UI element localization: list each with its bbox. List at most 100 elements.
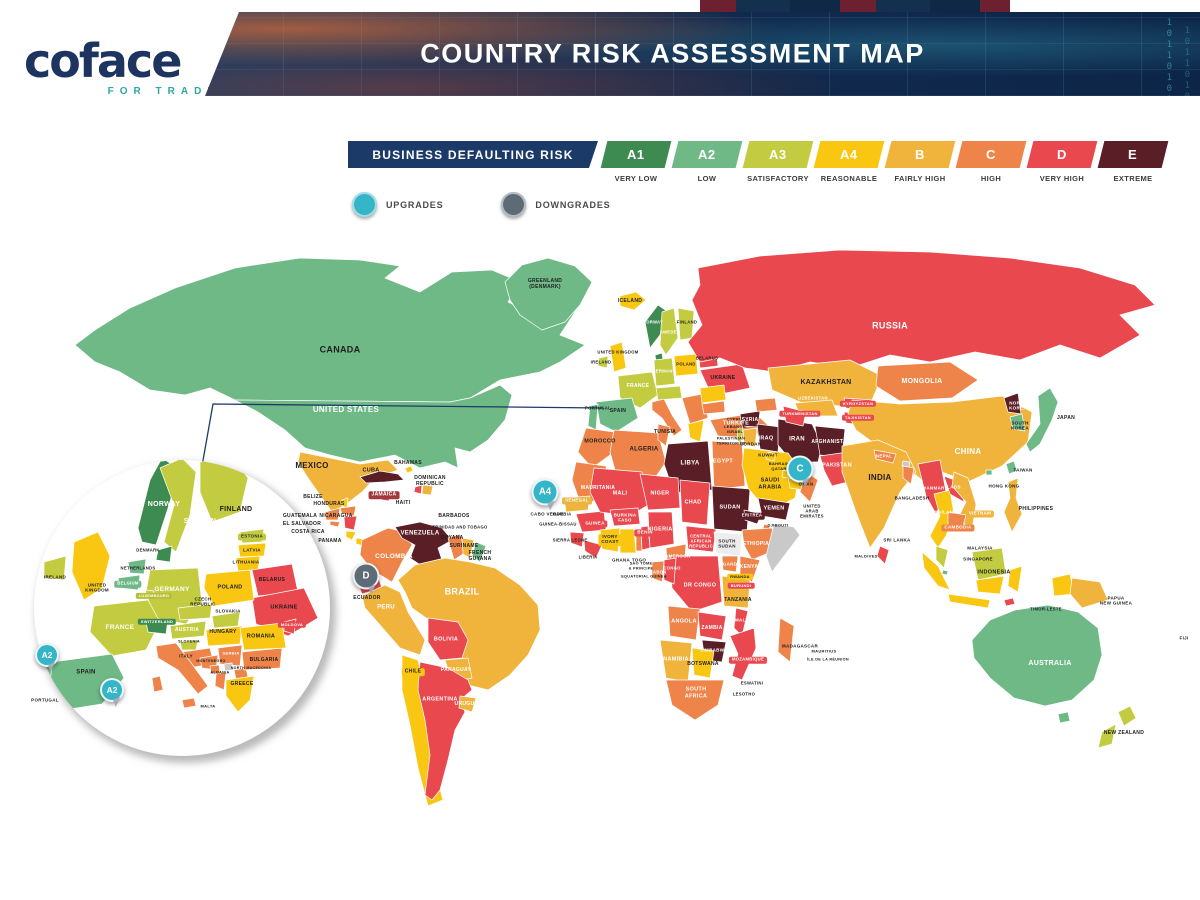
country-shape-greece xyxy=(687,419,705,443)
country-label: TRINIDAD AND TOBAGO xyxy=(432,524,488,530)
country-shape-chad xyxy=(679,479,711,526)
inset-shape-france xyxy=(89,599,161,657)
country-shape-dominican-republic xyxy=(421,484,434,496)
country-label: MOLDOVA xyxy=(277,621,307,629)
country-label: NORWAY xyxy=(147,500,181,508)
country-label: MEXICO xyxy=(295,461,329,471)
country-label: GABON xyxy=(649,569,667,575)
country-label: UZBEKISTAN xyxy=(798,395,828,401)
country-label: CZECH REPUBLIC xyxy=(190,596,216,607)
country-label: COLOMBIA xyxy=(375,553,413,561)
country-shape-south-africa xyxy=(665,679,725,721)
country-label: GERMANY xyxy=(154,586,190,594)
country-label: SUDAN xyxy=(719,504,741,511)
country-shape-italy xyxy=(651,398,683,437)
country-shape-iceland xyxy=(619,291,647,311)
country-shape-greenland xyxy=(504,257,593,331)
country-shape-costa-rica xyxy=(345,530,357,541)
inset-shape-slovakia xyxy=(211,611,241,629)
country-label: KYRGYZSTAN xyxy=(839,400,877,408)
downgrade-badge-d: D xyxy=(352,562,380,595)
country-label: UKRAINE xyxy=(710,375,736,381)
country-label: SPAIN xyxy=(609,408,627,414)
country-shape-bangladesh xyxy=(902,465,915,485)
country-label: PAKISTAN xyxy=(822,462,852,469)
country-shape-caucasus xyxy=(754,397,778,413)
country-label: FIJI xyxy=(1179,635,1189,641)
country-label: TANZANIA xyxy=(724,597,752,603)
country-shape-jordan xyxy=(742,427,758,448)
country-shape-nicaragua xyxy=(343,515,358,531)
country-label: MADAGASCAR xyxy=(782,643,818,649)
country-shape-egypt xyxy=(711,440,746,491)
inset-shape-netherlands xyxy=(127,558,147,575)
country-label: LEBANON ISRAEL xyxy=(724,424,746,434)
country-shape-new-zealand-south xyxy=(1097,723,1117,749)
legend-marker-label: UPGRADES xyxy=(386,199,444,210)
legend-scale-labels: VERY LOW LOW SATISFACTORY REASONABLE FAIRLY … xyxy=(604,174,1165,183)
country-label: PARAGUAY xyxy=(440,667,472,673)
country-label: NORWAY xyxy=(642,319,664,325)
country-label: BOTSWANA xyxy=(687,661,719,667)
country-shape-uganda xyxy=(721,555,739,573)
country-label: GUINEA-BISSAU xyxy=(539,521,577,527)
country-label: LATVIA xyxy=(243,547,261,553)
country-label: ETHIOPIA xyxy=(742,541,770,547)
country-label: TÜRKIYE xyxy=(722,420,750,427)
coface-logo: coface FOR TRADE xyxy=(24,38,224,97)
inset-shape-bulgaria xyxy=(241,647,283,671)
country-label: FINLAND xyxy=(219,505,253,513)
country-label: SOUTH SUDAN xyxy=(718,538,736,549)
country-label: AUSTRIA xyxy=(174,627,200,633)
country-label: INDONESIA xyxy=(977,569,1011,576)
legend-marker-downgrades: DOWNGRADES xyxy=(501,192,610,217)
country-shape-guatemala xyxy=(324,507,341,521)
country-shape-indonesia-sumatra xyxy=(921,551,951,591)
country-shape-spain xyxy=(595,397,639,433)
country-label: NAMIBIA xyxy=(663,656,689,663)
country-label: UNITED ARAB EMIRATES xyxy=(800,503,824,519)
country-label: JORDAN xyxy=(740,441,762,447)
country-label: VENEZUELA xyxy=(400,530,440,537)
country-label: SENEGAL xyxy=(562,497,592,505)
inset-shape-austria xyxy=(169,620,207,640)
inset-shape-united-kingdom xyxy=(71,531,111,601)
country-label: KENYA xyxy=(739,564,759,570)
inset-shape-czech-republic xyxy=(177,603,213,621)
country-label: ALBANIA xyxy=(210,670,230,675)
country-label: BELIZE xyxy=(303,494,323,500)
country-shape-australia xyxy=(971,604,1103,707)
country-shape-malaysia-peninsula xyxy=(935,545,949,569)
country-label: NEPAL xyxy=(875,453,893,459)
country-label: PERU xyxy=(377,604,395,611)
country-label: ALGERIA xyxy=(629,446,659,453)
country-label: POLAND xyxy=(217,584,243,591)
country-shape-singapore xyxy=(941,569,949,576)
coface-logo-tagline: FOR TRADE xyxy=(107,86,220,97)
inset-shape-serbia xyxy=(217,644,243,667)
country-label: FRANCE xyxy=(105,624,135,632)
country-label: BELARUS xyxy=(695,355,719,361)
country-shape-central-african-republic xyxy=(685,525,717,553)
country-shape-mexico xyxy=(297,451,399,513)
country-label: SOUTH KOREA xyxy=(1011,420,1029,431)
inset-shape-italy xyxy=(155,642,209,695)
country-label: AFGHANISTAN xyxy=(811,439,851,445)
country-shape-iran xyxy=(777,418,823,463)
country-shape-russia xyxy=(687,249,1156,373)
country-shape-taiwan xyxy=(1005,460,1018,475)
country-shape-hong-kong xyxy=(985,469,993,476)
country-label: SPAIN xyxy=(76,669,96,676)
country-shape-cuba xyxy=(359,470,405,484)
upgrade-badge-a2: A2 xyxy=(100,678,124,708)
country-label: UNITED KINGDOM xyxy=(597,349,639,355)
country-label: LUXEMBOURG xyxy=(135,592,173,600)
country-shape-timor-leste xyxy=(1003,597,1016,607)
country-shape-bolivia xyxy=(427,617,469,661)
country-label: MOZAMBIQUE xyxy=(728,656,768,664)
country-label: SINGAPORE xyxy=(963,556,993,562)
country-label: SOUTH AFRICA xyxy=(684,686,708,699)
country-label: ECUADOR xyxy=(353,595,381,601)
inset-shape-albania xyxy=(214,671,227,691)
